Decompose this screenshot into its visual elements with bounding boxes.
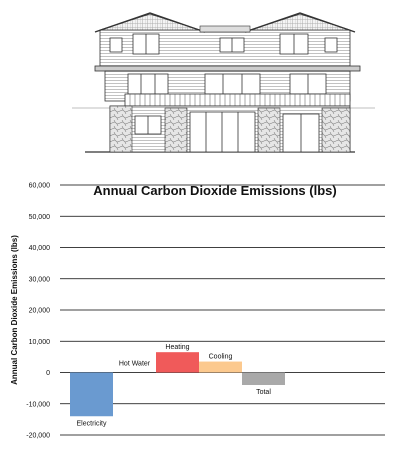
y-tick-labels: -20,000 -10,000 0 10,000 20,000 30,000 40,000 5… [26, 183, 50, 440]
bar-label: Electricity [77, 420, 107, 427]
bar-label: Hot Water [119, 361, 151, 368]
y-tick-label: 0 [46, 370, 50, 377]
bars [70, 352, 285, 417]
y-tick-label: 50,000 [29, 214, 51, 221]
y-tick-label: -10,000 [26, 401, 50, 408]
y-tick-label: 10,000 [29, 339, 51, 346]
y-tick-label: 30,000 [29, 276, 51, 283]
bar-total [242, 372, 285, 385]
chart-title: Annual Carbon Dioxide Emissions (lbs) [93, 183, 336, 198]
y-tick-label: 20,000 [29, 308, 51, 315]
bar-heating [156, 352, 199, 373]
carbon-emissions-chart: Annual Carbon Dioxide Emissions (lbs) An… [10, 183, 385, 440]
house-elevation-illustration [72, 12, 375, 153]
y-tick-label: 40,000 [29, 245, 51, 252]
bar-label: Total [256, 389, 271, 396]
y-tick-label: 60,000 [29, 183, 51, 190]
bar-label: Cooling [209, 354, 233, 361]
y-axis-label: Annual Carbon Dioxide Emissions (lbs) [10, 235, 19, 385]
bar-labels: Electricity Hot Water Heating Cooling Total [77, 344, 272, 427]
y-tick-label: -20,000 [26, 433, 50, 440]
bar-label: Heating [165, 344, 189, 351]
bar-cooling [199, 361, 242, 373]
bar-electricity [70, 372, 113, 417]
